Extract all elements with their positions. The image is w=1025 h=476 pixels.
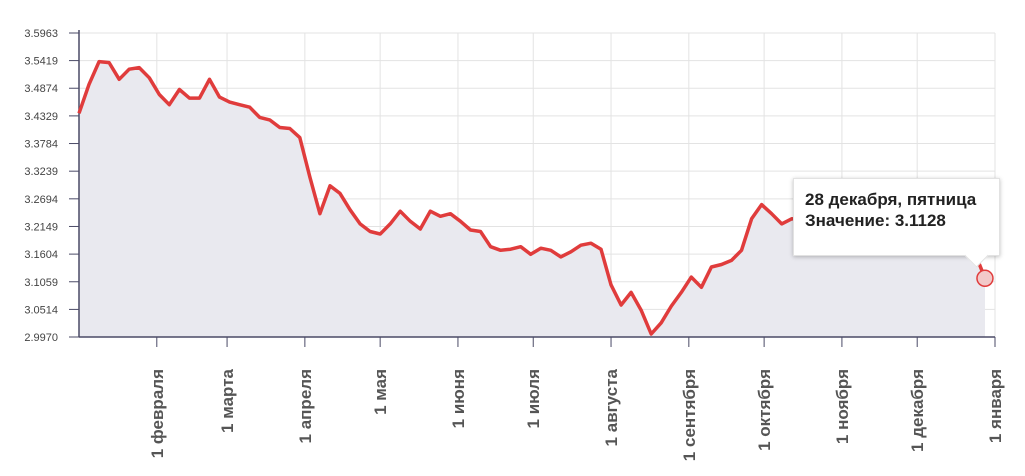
tooltip-date: 28 декабря, пятница bbox=[805, 190, 977, 209]
x-tick-label: 1 марта bbox=[218, 368, 237, 432]
x-tick-label: 1 мая bbox=[371, 369, 390, 415]
y-tick-label: 3.4874 bbox=[24, 83, 58, 95]
x-tick-label: 1 декабря bbox=[908, 369, 927, 452]
x-axis: 1 февраля 1 марта 1 апреля 1 мая 1 июня 1 июл… bbox=[79, 336, 1005, 461]
y-tick-label: 3.3784 bbox=[24, 139, 58, 151]
y-tick-label: 3.5419 bbox=[24, 56, 58, 68]
x-tick-label: 1 апреля bbox=[296, 369, 315, 443]
y-tick-label: 3.1059 bbox=[24, 277, 58, 289]
x-tick-label: 1 января bbox=[986, 369, 1005, 443]
x-tick-label: 1 февраля bbox=[148, 369, 167, 458]
x-tick-label: 1 ноября bbox=[833, 369, 852, 444]
y-tick-label: 3.1604 bbox=[24, 249, 58, 261]
x-tick-label: 1 августа bbox=[602, 368, 621, 446]
y-tick-label: 3.4329 bbox=[24, 111, 58, 123]
y-tick-label: 3.5963 bbox=[24, 28, 58, 40]
series-area bbox=[79, 61, 985, 337]
x-tick-label: 1 октября bbox=[755, 369, 774, 451]
y-tick-label: 3.0514 bbox=[24, 304, 58, 316]
y-tick-label: 3.2694 bbox=[24, 194, 58, 206]
tooltip-value: Значение: 3.1128 bbox=[805, 211, 946, 230]
data-tooltip: 28 декабря, пятница Значение: 3.1128 bbox=[793, 178, 1000, 256]
x-tick-label: 1 июня bbox=[449, 369, 468, 428]
y-tick-label: 3.3239 bbox=[24, 166, 58, 178]
y-tick-label: 2.9970 bbox=[24, 332, 58, 344]
x-tick-label: 1 июля bbox=[524, 369, 543, 428]
y-tick-label: 3.2149 bbox=[24, 221, 58, 233]
hover-point-marker[interactable] bbox=[976, 269, 994, 288]
x-tick-label: 1 сентября bbox=[680, 369, 699, 461]
y-axis: 3.5963 3.5419 3.4874 3.4329 3.3784 3.3239 3.26… bbox=[24, 28, 80, 344]
